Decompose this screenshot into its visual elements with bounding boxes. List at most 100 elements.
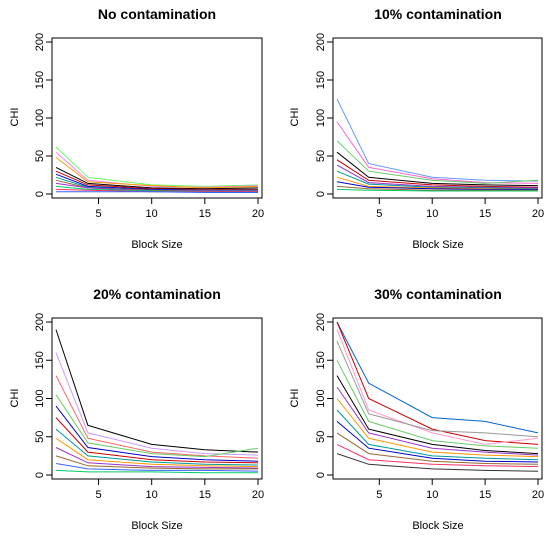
series-line — [336, 159, 539, 188]
series-line — [55, 469, 258, 474]
panel-title: 20% contamination — [93, 286, 221, 302]
plot-area: 0 50 100 150 200 5 10 15 20 — [34, 313, 264, 501]
y-axis-label: CHI — [9, 389, 21, 408]
series-line — [55, 157, 259, 189]
x-tick-label: 10 — [146, 208, 158, 220]
series-line — [336, 360, 539, 449]
series-line — [55, 146, 259, 187]
x-tick-label: 15 — [199, 208, 211, 220]
x-axis-label: Block Size — [412, 520, 463, 532]
x-tick-label: 20 — [532, 208, 544, 220]
series-line — [336, 432, 539, 465]
series-line — [55, 394, 259, 458]
series-line — [336, 151, 539, 187]
series-line — [55, 375, 259, 459]
y-tick-label: 0 — [315, 191, 327, 197]
x-tick-label: 5 — [95, 208, 101, 220]
x-tick-label: 10 — [426, 208, 438, 220]
plot-frame — [51, 37, 263, 199]
series-group — [336, 321, 539, 472]
x-tick-label: 10 — [426, 489, 438, 501]
plot-area: 0 50 100 150 200 5 10 15 20 — [315, 33, 544, 220]
y-tick-label: 150 — [34, 351, 46, 369]
series-line — [55, 170, 258, 190]
y-tick-label: 0 — [34, 191, 46, 197]
series-line — [336, 409, 539, 461]
series-line — [336, 164, 539, 189]
y-axis-label: CHI — [9, 108, 21, 127]
x-tick-label: 15 — [479, 208, 491, 220]
series-line — [55, 329, 259, 453]
x-tick-label: 15 — [479, 489, 491, 501]
series-line — [55, 151, 259, 188]
y-axis-label: CHI — [289, 389, 301, 408]
x-tick-label: 5 — [95, 489, 101, 501]
series-line — [336, 140, 539, 184]
plot-area: 0 50 100 150 200 5 10 15 20 — [315, 313, 544, 501]
series-line — [55, 166, 259, 190]
panel-10-contamination: 10% contamination Block Size CHI 0 50 100 1… — [289, 6, 544, 251]
y-tick-label: 100 — [34, 109, 46, 127]
y-tick-label: 0 — [315, 472, 327, 478]
series-line — [336, 386, 539, 456]
x-tick-label: 20 — [532, 489, 544, 501]
y-tick-label: 100 — [315, 389, 327, 407]
series-group — [55, 146, 259, 193]
panel-20-contamination: 20% contamination Block Size CHI 0 50 100 1… — [9, 286, 264, 532]
series-line — [336, 340, 539, 438]
series-group — [55, 329, 259, 474]
plot-frame — [51, 317, 263, 480]
x-tick-label: 5 — [376, 489, 382, 501]
series-line — [336, 321, 539, 434]
series-line — [56, 191, 258, 193]
series-line — [336, 121, 539, 184]
series-line — [55, 455, 258, 470]
panel-title: 10% contamination — [374, 6, 502, 22]
series-line — [55, 437, 259, 468]
y-tick-label: 100 — [315, 109, 327, 127]
series-line — [55, 447, 259, 469]
y-axis-label: CHI — [289, 108, 301, 127]
series-line — [55, 417, 259, 464]
x-tick-label: 5 — [376, 208, 382, 220]
x-axis-label: Block Size — [131, 239, 182, 251]
series-line — [336, 185, 538, 191]
y-tick-label: 200 — [34, 313, 46, 331]
series-line — [336, 181, 538, 190]
panel-title: 30% contamination — [374, 286, 502, 302]
series-line — [336, 170, 539, 190]
y-tick-label: 200 — [34, 33, 46, 51]
y-tick-label: 0 — [34, 472, 46, 478]
y-tick-label: 50 — [315, 431, 327, 443]
series-line — [55, 405, 259, 462]
y-tick-label: 50 — [34, 150, 46, 162]
y-tick-label: 50 — [34, 431, 46, 443]
x-tick-label: 20 — [252, 489, 264, 501]
y-tick-label: 50 — [315, 150, 327, 162]
x-axis-label: Block Size — [412, 239, 463, 251]
x-tick-label: 10 — [146, 489, 158, 501]
y-tick-label: 150 — [315, 351, 327, 369]
series-line — [336, 188, 538, 192]
panel-30-contamination: 30% contamination Block Size CHI 0 50 100 1… — [289, 286, 544, 532]
panel-no-contamination: No contamination Block Size CHI 0 50 100 15… — [9, 6, 264, 251]
y-tick-label: 150 — [34, 71, 46, 89]
x-tick-label: 20 — [252, 208, 264, 220]
series-line — [336, 453, 539, 472]
y-tick-label: 200 — [315, 33, 327, 51]
y-tick-label: 100 — [34, 389, 46, 407]
series-line — [336, 329, 539, 445]
y-tick-label: 150 — [315, 71, 327, 89]
series-line — [336, 421, 539, 463]
panel-title: No contamination — [98, 6, 216, 22]
series-group — [336, 98, 539, 192]
x-axis-label: Block Size — [131, 520, 182, 532]
series-line — [336, 443, 539, 468]
x-tick-label: 15 — [199, 489, 211, 501]
series-line — [55, 428, 259, 466]
series-line — [336, 375, 539, 455]
series-line — [55, 463, 259, 472]
plot-area: 0 50 100 150 200 5 10 15 20 — [34, 33, 264, 220]
y-tick-label: 200 — [315, 313, 327, 331]
